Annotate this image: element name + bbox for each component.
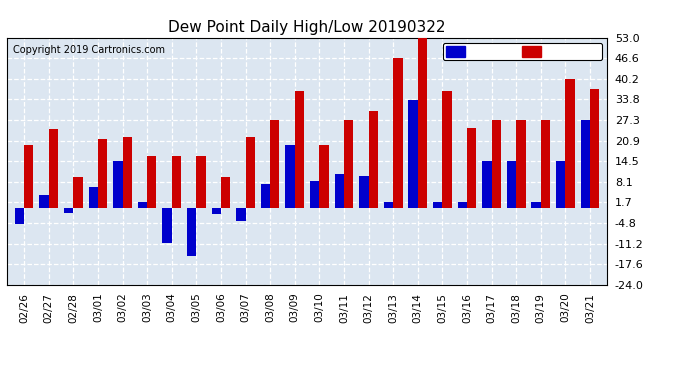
Text: Copyright 2019 Cartronics.com: Copyright 2019 Cartronics.com: [13, 45, 165, 55]
Bar: [14, 208, 24, 224]
Bar: [64, 208, 73, 213]
Legend: Low  (°F), High  (°F): Low (°F), High (°F): [443, 43, 602, 60]
Bar: [565, 79, 575, 208]
Bar: [590, 89, 600, 208]
Bar: [368, 111, 378, 208]
Bar: [197, 156, 206, 208]
Bar: [162, 208, 172, 243]
Bar: [113, 161, 123, 208]
Bar: [482, 161, 491, 208]
Bar: [147, 156, 157, 208]
Bar: [491, 120, 501, 208]
Bar: [39, 195, 49, 208]
Bar: [187, 208, 197, 256]
Bar: [261, 184, 270, 208]
Bar: [516, 120, 526, 208]
Bar: [212, 208, 221, 214]
Bar: [580, 120, 590, 208]
Bar: [319, 145, 328, 208]
Bar: [433, 202, 442, 208]
Bar: [384, 202, 393, 208]
Bar: [408, 100, 417, 208]
Bar: [236, 208, 246, 221]
Bar: [531, 202, 541, 208]
Bar: [335, 174, 344, 208]
Bar: [541, 120, 550, 208]
Bar: [123, 137, 132, 208]
Bar: [138, 202, 147, 208]
Bar: [172, 156, 181, 208]
Bar: [417, 38, 427, 208]
Bar: [73, 177, 83, 208]
Bar: [221, 177, 230, 208]
Bar: [246, 137, 255, 208]
Bar: [295, 90, 304, 208]
Bar: [310, 180, 319, 208]
Bar: [270, 120, 279, 208]
Bar: [457, 202, 467, 208]
Bar: [467, 128, 476, 208]
Bar: [393, 58, 402, 208]
Title: Dew Point Daily High/Low 20190322: Dew Point Daily High/Low 20190322: [168, 20, 446, 35]
Bar: [24, 145, 34, 208]
Bar: [556, 161, 565, 208]
Bar: [344, 120, 353, 208]
Bar: [507, 161, 516, 208]
Bar: [49, 129, 58, 208]
Bar: [98, 139, 107, 208]
Bar: [442, 90, 452, 208]
Bar: [359, 176, 368, 208]
Bar: [286, 145, 295, 208]
Bar: [88, 187, 98, 208]
